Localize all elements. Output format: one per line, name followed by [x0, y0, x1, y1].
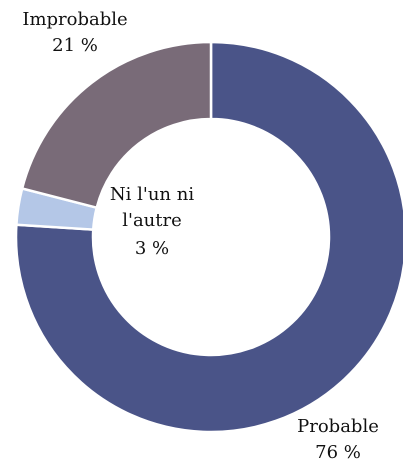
value-label: 76 %: [315, 442, 361, 463]
slice-label: Ni l'un ni l'autre: [109, 184, 195, 231]
slice-label: Improbable: [22, 9, 128, 30]
value-label: 21 %: [52, 35, 98, 56]
value-label: 3 %: [134, 238, 170, 259]
donut-slice: [14, 40, 403, 434]
donut-slice: [20, 40, 213, 210]
slice-label: Probable: [297, 416, 379, 437]
